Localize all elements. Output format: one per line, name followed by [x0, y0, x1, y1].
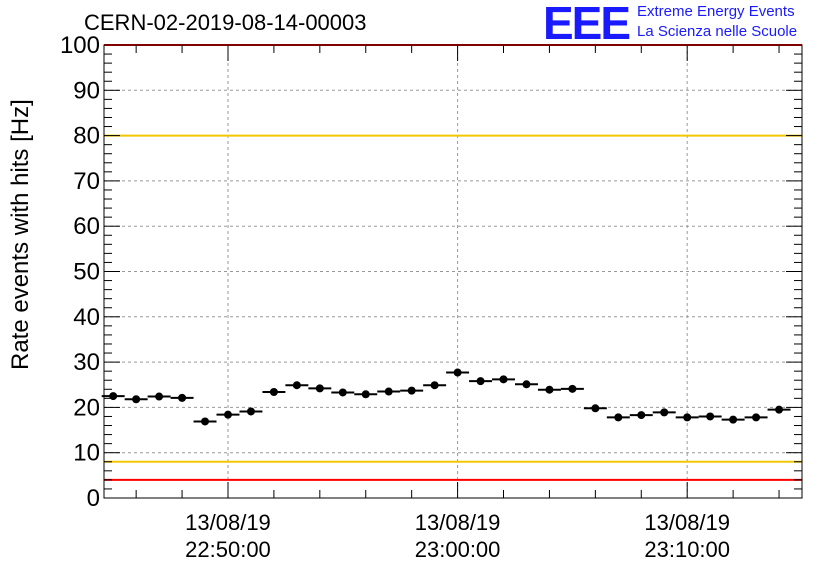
- data-point: [109, 392, 118, 401]
- data-point: [660, 408, 669, 417]
- data-series: [101, 368, 791, 426]
- threshold-lines: [104, 44, 802, 481]
- data-point: [407, 386, 416, 395]
- x-tick-label-date: 13/08/19: [185, 510, 271, 535]
- y-tick-label: 70: [73, 168, 100, 195]
- data-point: [614, 413, 623, 422]
- data-point: [246, 407, 255, 416]
- data-point: [683, 413, 692, 422]
- data-point: [453, 368, 462, 377]
- data-point: [499, 375, 508, 384]
- data-point: [706, 412, 715, 421]
- x-tick-label-time: 23:00:00: [415, 537, 501, 562]
- brand-name: Extreme Energy Events: [637, 3, 795, 20]
- data-point: [522, 380, 531, 389]
- data-point: [637, 411, 646, 420]
- x-tick-label-time: 23:10:00: [644, 537, 730, 562]
- y-tick-label: 30: [73, 349, 100, 376]
- data-point: [430, 381, 439, 390]
- y-tick-label: 40: [73, 304, 100, 331]
- data-point: [384, 387, 393, 396]
- x-tick-label-date: 13/08/19: [415, 510, 501, 535]
- data-point: [223, 410, 232, 419]
- y-tick-label: 100: [60, 32, 100, 59]
- data-point: [201, 417, 210, 426]
- data-point: [591, 404, 600, 413]
- data-point: [178, 393, 187, 402]
- data-point: [568, 384, 577, 393]
- y-tick-label: 80: [73, 123, 100, 150]
- data-point: [338, 388, 347, 397]
- y-tick-label: 10: [73, 440, 100, 467]
- grid-layer: [104, 45, 802, 498]
- y-tick-label: 60: [73, 213, 100, 240]
- brand-tagline: La Scienza nelle Scuole: [637, 23, 798, 40]
- x-tick-label-time: 22:50:00: [185, 537, 271, 562]
- data-point: [545, 385, 554, 394]
- data-point: [775, 405, 784, 414]
- data-point: [269, 387, 278, 396]
- y-tick-label: 20: [73, 394, 100, 421]
- y-tick-label: 50: [73, 259, 100, 286]
- chart-title: CERN-02-2019-08-14-00003: [84, 10, 367, 35]
- y-tick-label: 90: [73, 77, 100, 104]
- x-tick-label-date: 13/08/19: [644, 510, 730, 535]
- data-point: [729, 415, 738, 424]
- data-point: [752, 413, 761, 422]
- eee-logo: EEE: [543, 0, 631, 49]
- data-point: [292, 381, 301, 390]
- y-tick-label: 0: [87, 485, 100, 512]
- data-point: [476, 377, 485, 386]
- tick-labels: 010203040506070809010013/08/1922:50:0013…: [60, 32, 730, 562]
- axes: [103, 44, 803, 499]
- data-point: [315, 384, 324, 393]
- data-point: [155, 392, 164, 401]
- data-point: [132, 395, 141, 404]
- y-axis-label: Rate events with hits [Hz]: [7, 99, 34, 370]
- data-point: [361, 390, 370, 399]
